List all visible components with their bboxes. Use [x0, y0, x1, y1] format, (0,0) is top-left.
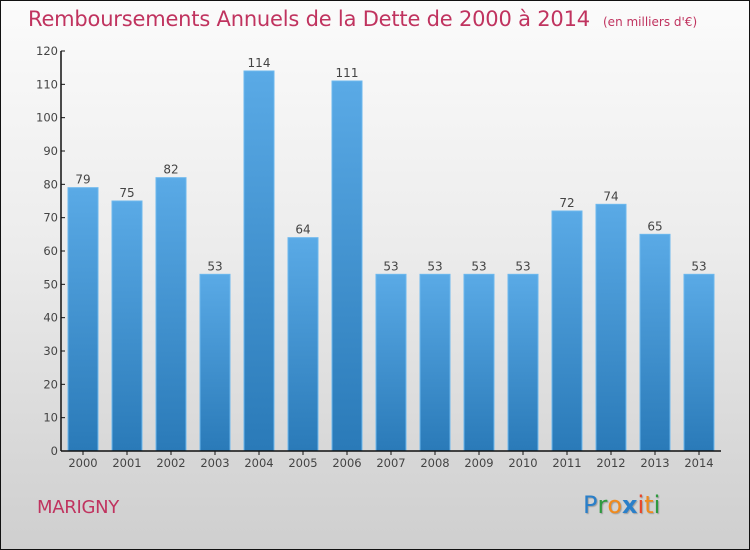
y-tick-label-80: 80 — [43, 177, 58, 191]
bar-2011 — [551, 210, 583, 452]
y-tick-label-100: 100 — [36, 111, 58, 125]
data-label-2009: 53 — [471, 259, 486, 273]
y-tick-label-0: 0 — [51, 444, 58, 458]
data-label-2011: 72 — [559, 196, 574, 210]
bar-2001 — [111, 200, 143, 452]
y-tick-label-110: 110 — [36, 77, 58, 91]
chart-title: Remboursements Annuels de la Dette de 20… — [28, 7, 590, 31]
y-tick-label-120: 120 — [36, 44, 58, 58]
data-label-2007: 53 — [383, 259, 398, 273]
x-tick-label-2000: 2000 — [68, 456, 97, 470]
bar-2007 — [375, 273, 407, 452]
data-label-2002: 82 — [163, 163, 178, 177]
axes-group — [60, 50, 721, 455]
bar-2000 — [67, 187, 99, 452]
bar-2005 — [287, 237, 319, 452]
bar-2013 — [639, 233, 671, 452]
labels-group: 79 75 82 53 114 64 111 53 53 53 53 72 74 65 53 0 10 20 30 4… — [36, 44, 714, 470]
x-tick-label-2005: 2005 — [288, 456, 317, 470]
x-tick-label-2003: 2003 — [200, 456, 229, 470]
y-tick-label-40: 40 — [43, 311, 58, 325]
logo-letter: t — [644, 491, 654, 519]
bar-2008 — [419, 273, 451, 452]
x-tick-label-2006: 2006 — [332, 456, 361, 470]
y-tick-label-70: 70 — [43, 211, 58, 225]
data-label-2013: 65 — [647, 219, 662, 233]
bar-2014 — [683, 273, 715, 452]
y-tick-label-50: 50 — [43, 277, 58, 291]
logo-letter: P — [583, 491, 598, 519]
x-tick-label-2012: 2012 — [596, 456, 625, 470]
data-label-2004: 114 — [248, 56, 271, 70]
x-tick-label-2004: 2004 — [244, 456, 273, 470]
data-label-2010: 53 — [515, 259, 530, 273]
bar-2012 — [595, 203, 627, 452]
logo-letter: i — [653, 491, 661, 519]
data-label-2005: 64 — [295, 223, 310, 237]
bar-2003 — [199, 273, 231, 452]
x-tick-label-2009: 2009 — [464, 456, 493, 470]
proxiti-logo[interactable]: Proxiti — [583, 491, 660, 519]
bar-2002 — [155, 177, 187, 452]
y-tick-label-30: 30 — [43, 344, 58, 358]
logo-letter: x — [622, 491, 638, 519]
x-tick-label-2001: 2001 — [112, 456, 141, 470]
y-tick-label-10: 10 — [43, 411, 58, 425]
x-tick-label-2007: 2007 — [376, 456, 405, 470]
y-tick-label-90: 90 — [43, 144, 58, 158]
bar-2010 — [507, 273, 539, 452]
x-tick-label-2008: 2008 — [420, 456, 449, 470]
data-label-2000: 79 — [75, 173, 90, 187]
data-label-2008: 53 — [427, 259, 442, 273]
bars-group — [67, 70, 715, 452]
title-row: Remboursements Annuels de la Dette de 20… — [28, 7, 697, 31]
y-tick-label-60: 60 — [43, 244, 58, 258]
chart-subtitle: (en milliers d'€) — [603, 15, 698, 29]
data-label-2014: 53 — [691, 259, 706, 273]
logo-letter: o — [607, 491, 623, 519]
logo-letter: r — [597, 491, 608, 519]
x-tick-label-2013: 2013 — [640, 456, 669, 470]
commune-name: MARIGNY — [37, 497, 119, 518]
data-label-2003: 53 — [207, 259, 222, 273]
bar-2004 — [243, 70, 275, 452]
data-label-2012: 74 — [603, 189, 618, 203]
bar-2009 — [463, 273, 495, 452]
data-label-2001: 75 — [119, 186, 134, 200]
bar-2006 — [331, 80, 363, 452]
x-tick-label-2014: 2014 — [684, 456, 713, 470]
x-tick-label-2010: 2010 — [508, 456, 537, 470]
x-tick-label-2002: 2002 — [156, 456, 185, 470]
y-tick-label-20: 20 — [43, 377, 58, 391]
logo-letter: i — [637, 491, 645, 519]
x-tick-label-2011: 2011 — [552, 456, 581, 470]
data-label-2006: 111 — [336, 66, 359, 80]
